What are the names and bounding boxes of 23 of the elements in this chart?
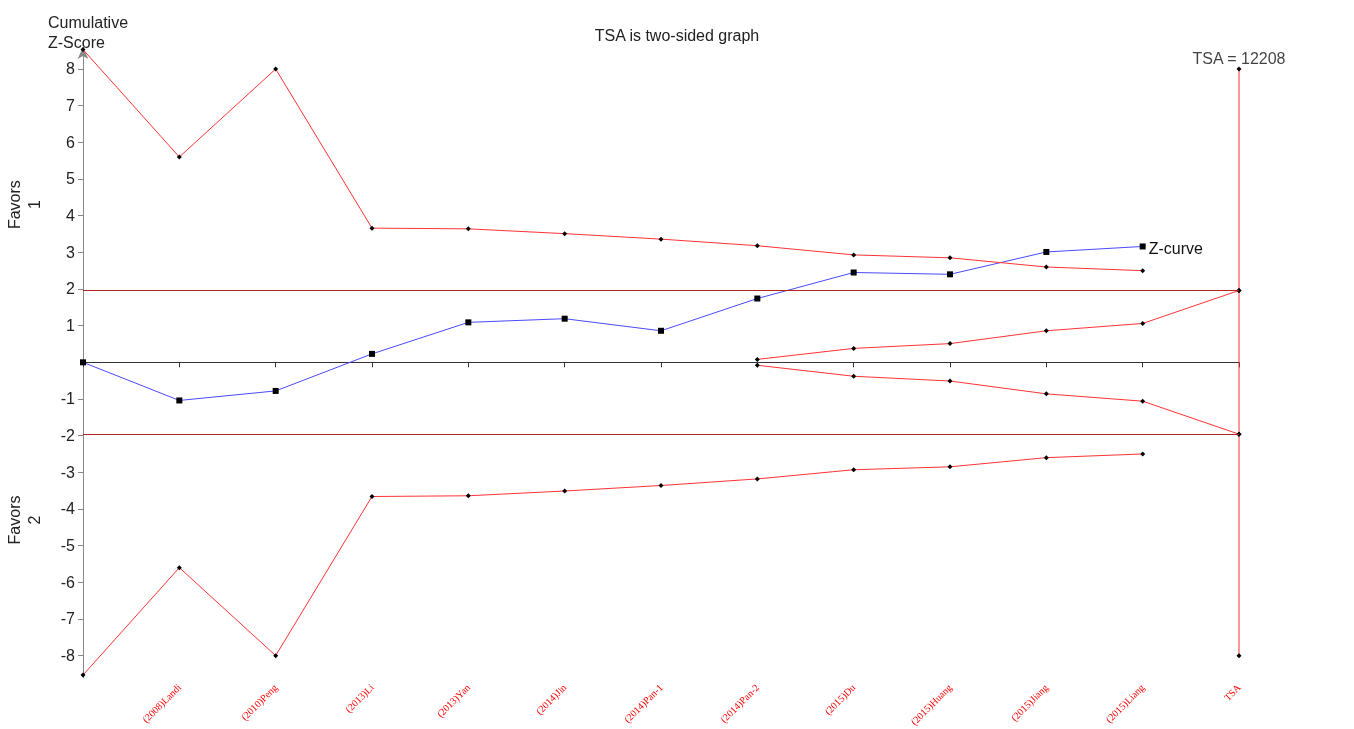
y-tick-label: 7 [66, 97, 76, 115]
y-axis-title: Cumulative Z-Score [48, 13, 129, 51]
y-tick-label: 5 [66, 170, 76, 188]
y-tick-label: -1 [60, 390, 76, 408]
y-tick-label: -5 [60, 537, 76, 555]
y-tick-label: 8 [66, 60, 76, 78]
y-tick-label: -7 [60, 610, 76, 628]
y-tick-label: 4 [66, 207, 76, 225]
y-tick-label: -3 [60, 463, 76, 481]
y-tick-label: -2 [60, 427, 76, 445]
x-tick-label: TSA [1221, 681, 1244, 703]
y-tick-label: -8 [60, 647, 76, 665]
text: Favors 2 [5, 495, 43, 545]
annotation: TSA = 12208 [1192, 50, 1286, 68]
y-tick-label: 6 [66, 133, 76, 151]
chart-title: TSA is two-sided graph [594, 26, 760, 44]
y-tick-label: 2 [66, 280, 76, 298]
y-tick-label: -6 [60, 573, 76, 591]
series-label: Z-curve [1148, 239, 1203, 257]
text: Favors 1 [5, 180, 43, 230]
y-tick-label: -4 [60, 500, 76, 518]
y-tick-label: 1 [66, 317, 76, 335]
y-tick-label: 3 [66, 243, 76, 261]
